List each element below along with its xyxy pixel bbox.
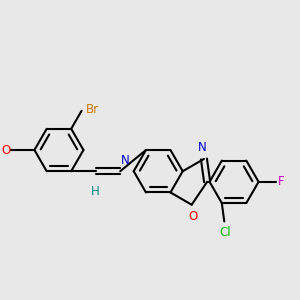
- Text: O: O: [2, 143, 11, 157]
- Text: F: F: [278, 175, 284, 188]
- Text: Cl: Cl: [219, 226, 231, 239]
- Text: N: N: [198, 141, 206, 154]
- Text: N: N: [121, 154, 130, 167]
- Text: Br: Br: [86, 103, 99, 116]
- Text: O: O: [188, 210, 197, 223]
- Text: H: H: [91, 185, 100, 198]
